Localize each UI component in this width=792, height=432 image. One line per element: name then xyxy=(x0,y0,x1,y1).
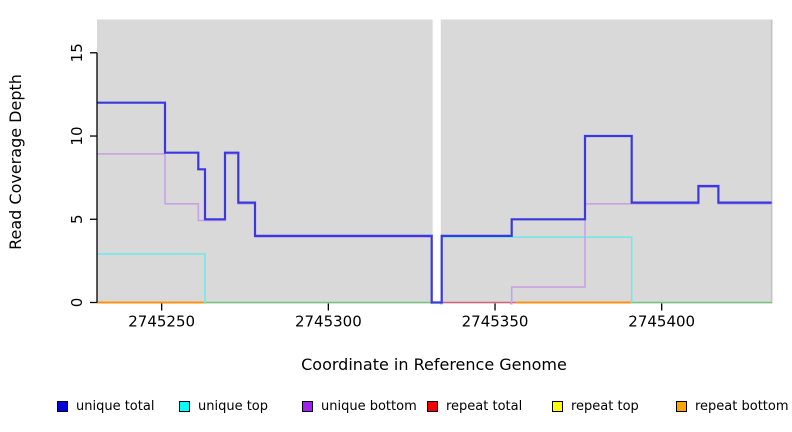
legend-item-repeat-bottom: repeat bottom xyxy=(676,399,789,414)
x-axis-tick-label: 2745350 xyxy=(462,313,529,331)
y-axis-tick-label: 10 xyxy=(68,126,86,145)
legend-label-repeat-total: repeat total xyxy=(446,399,523,414)
legend-label-repeat-bottom: repeat bottom xyxy=(695,399,789,414)
legend-swatch-unique-total-icon xyxy=(57,401,68,412)
y-axis-tick-label: 15 xyxy=(68,43,86,62)
series-unique-top-line-0 xyxy=(97,253,206,304)
y-axis-title: Read Coverage Depth xyxy=(6,74,25,250)
legend-item-unique-top: unique top xyxy=(179,399,268,414)
legend-item-unique-total: unique total xyxy=(57,399,154,414)
legend-swatch-repeat-bottom-icon xyxy=(676,401,687,412)
x-axis-title: Coordinate in Reference Genome xyxy=(301,355,567,374)
chart-canvas: 0 5 10 15 2745250 2745300 2745350 2745400 Read … xyxy=(6,19,773,374)
axes: 0 5 10 15 2745250 2745300 2745350 2745400 xyxy=(68,43,695,330)
legend-item-repeat-top: repeat top xyxy=(552,399,639,414)
coverage-gap-band xyxy=(432,19,441,304)
legend-swatch-unique-top-icon xyxy=(179,401,190,412)
legend-label-unique-total: unique total xyxy=(76,399,155,414)
y-axis-tick-label: 5 xyxy=(68,214,86,224)
legend-swatch-repeat-total-icon xyxy=(427,401,438,412)
legend-swatch-unique-bottom-icon xyxy=(302,401,313,412)
y-axis-tick-label: 0 xyxy=(68,298,86,308)
legend-label-unique-top: unique top xyxy=(198,399,269,414)
legend-item-repeat-total: repeat total xyxy=(427,399,522,414)
x-axis-tick-label: 2745300 xyxy=(295,313,362,331)
series-unique-total-line-0 xyxy=(97,101,772,304)
x-axis-tick-label: 2745250 xyxy=(128,313,195,331)
series-lines xyxy=(97,101,772,305)
plot-panel-layer xyxy=(97,19,773,304)
x-axis-tick-label: 2745400 xyxy=(628,313,695,331)
legend-item-unique-bottom: unique bottom xyxy=(302,399,417,414)
legend: unique total unique top unique bottom re… xyxy=(0,399,792,419)
legend-label-repeat-top: repeat top xyxy=(571,399,639,414)
legend-label-unique-bottom: unique bottom xyxy=(321,399,417,414)
legend-swatch-repeat-top-icon xyxy=(552,401,563,412)
